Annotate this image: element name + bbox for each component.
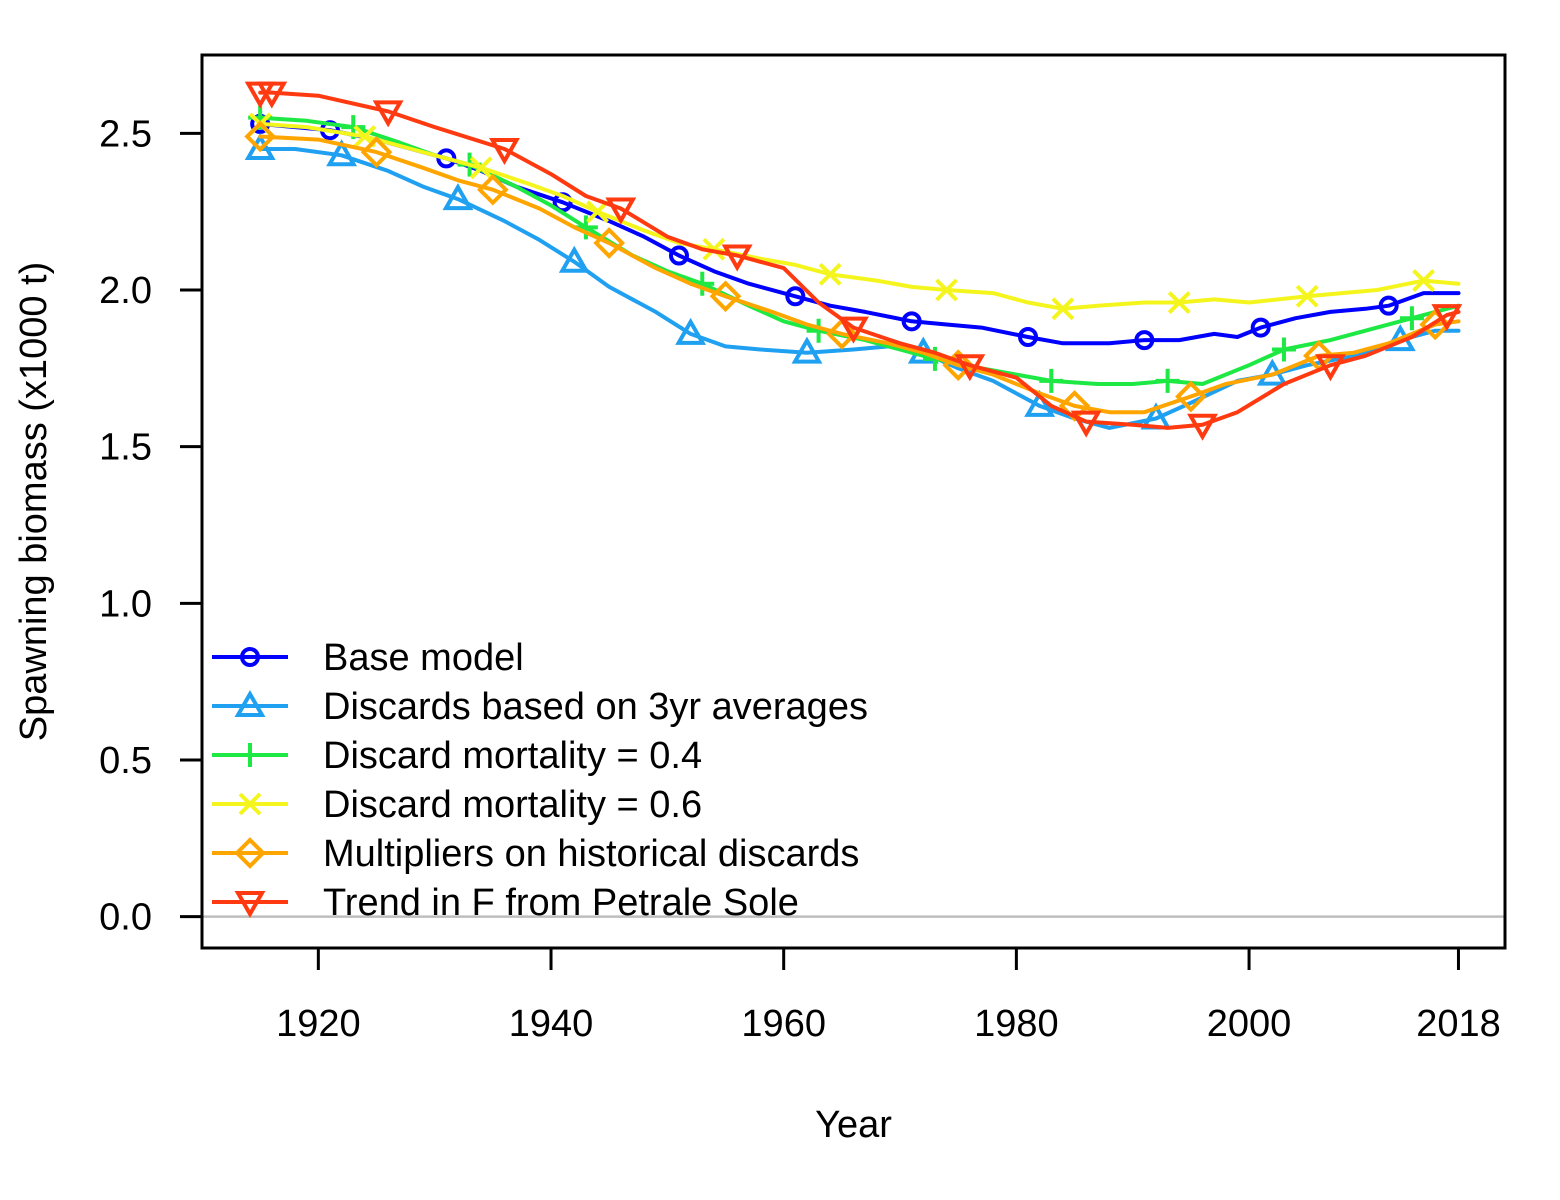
- series-point-x-icon: [935, 278, 958, 302]
- series-point-circle-icon: [436, 148, 457, 169]
- series-point-triangle-up-icon: [791, 336, 823, 364]
- series-point-x-icon: [586, 200, 609, 224]
- series-point-circle-icon: [901, 311, 922, 332]
- y-axis-title: Spawning biomass (x1000 t): [13, 262, 55, 741]
- legend-label: Trend in F from Petrale Sole: [323, 882, 799, 924]
- series-point-triangle-down-icon: [1431, 304, 1463, 332]
- series-point-triangle-down-icon: [721, 244, 753, 272]
- y-tick-label: 2.0: [99, 270, 152, 312]
- legend-label: Base model: [323, 637, 524, 679]
- series-point-triangle-down-icon: [1187, 413, 1218, 441]
- series-point-plus-icon: [1399, 306, 1424, 331]
- series-point-diamond-icon: [593, 227, 626, 259]
- legend-plus-icon: [238, 743, 262, 767]
- y-axis: 0.0 0.5 1.0 1.5 2.0 2.5: [99, 113, 204, 939]
- x-tick-label: 2000: [1207, 1003, 1292, 1045]
- series-point-triangle-up-icon: [326, 139, 358, 167]
- series-4: [248, 112, 1461, 321]
- series-point-diamond-icon: [244, 120, 276, 153]
- series-6: [244, 81, 1463, 441]
- series-point-diamond-icon: [1058, 390, 1091, 422]
- series-point-circle-icon: [1250, 317, 1271, 338]
- y-tick-label: 1.5: [99, 427, 152, 469]
- series-point-triangle-down-icon: [1070, 410, 1102, 438]
- legend-item: Discard mortality = 0.4: [212, 735, 702, 777]
- series-point-triangle-down-icon: [605, 197, 637, 225]
- series-point-triangle-down-icon: [256, 81, 288, 109]
- x-tick-label: 1940: [509, 1003, 594, 1045]
- x-tick-label: 1980: [974, 1003, 1059, 1045]
- series-point-triangle-down-icon: [838, 316, 869, 344]
- series-point-triangle-up-icon: [1024, 389, 1056, 417]
- series-point-diamond-icon: [477, 173, 509, 206]
- series-point-triangle-up-icon: [558, 245, 590, 273]
- y-tick-label: 1.0: [99, 583, 152, 625]
- series-line: [258, 134, 1461, 415]
- series-point-triangle-up-icon: [442, 183, 474, 211]
- series-point-diamond-icon: [360, 136, 393, 168]
- series-point-triangle-up-icon: [244, 132, 276, 160]
- series-layer: [244, 81, 1463, 441]
- series-point-plus-icon: [1271, 337, 1296, 362]
- series-point-x-icon: [469, 156, 493, 180]
- legend-label: Multipliers on historical discards: [323, 833, 859, 875]
- series-point-triangle-down-icon: [1315, 354, 1346, 382]
- y-tick-label: 0.0: [99, 897, 152, 939]
- series-point-x-icon: [818, 262, 842, 286]
- series-point-plus-icon: [1039, 368, 1064, 393]
- legend-triangle-up-icon: [234, 689, 266, 717]
- legend-item: Trend in F from Petrale Sole: [212, 882, 799, 924]
- legend-label: Discard mortality = 0.6: [323, 784, 702, 826]
- x-tick-label: 1960: [741, 1003, 826, 1045]
- series-point-x-icon: [1412, 269, 1435, 293]
- series-point-triangle-up-icon: [675, 317, 707, 345]
- series-point-x-icon: [1167, 291, 1191, 314]
- y-tick-label: 2.5: [99, 113, 152, 155]
- legend-label: Discards based on 3yr averages: [323, 686, 868, 728]
- legend-x-icon: [238, 792, 262, 816]
- y-tick-label: 0.5: [99, 740, 152, 782]
- legend-label: Discard mortality = 0.4: [323, 735, 702, 777]
- series-point-circle-icon: [785, 286, 806, 307]
- legend-triangle-down-icon: [234, 891, 266, 919]
- legend-item: Multipliers on historical discards: [212, 833, 859, 875]
- series-point-triangle-down-icon: [489, 138, 520, 166]
- series-point-plus-icon: [1155, 368, 1180, 393]
- legend-item: Discards based on 3yr averages: [212, 686, 868, 728]
- series-point-circle-icon: [668, 245, 689, 266]
- series-point-diamond-icon: [709, 280, 742, 313]
- legend-item: Base model: [212, 637, 524, 679]
- legend-circle-icon: [240, 647, 260, 667]
- series-point-triangle-down-icon: [954, 354, 986, 382]
- series-point-diamond-icon: [826, 318, 858, 350]
- legend-item: Discard mortality = 0.6: [212, 784, 702, 826]
- series-point-diamond-icon: [1175, 380, 1207, 413]
- x-tick-label: 1920: [276, 1003, 361, 1045]
- x-axis-title: Year: [815, 1104, 892, 1146]
- series-point-diamond-icon: [942, 349, 975, 382]
- legend-diamond-icon: [234, 837, 266, 869]
- series-point-x-icon: [1051, 297, 1075, 321]
- series-point-x-icon: [1295, 284, 1319, 308]
- legend: Base model Discards based on 3yr averages…: [212, 637, 868, 924]
- series-point-circle-icon: [1378, 295, 1399, 316]
- series-point-circle-icon: [1018, 327, 1039, 347]
- x-tick-label: 2018: [1416, 1003, 1501, 1045]
- x-axis: 1920 1940 1960 1980 2000 2018: [276, 946, 1501, 1045]
- series-point-circle-icon: [1134, 330, 1155, 351]
- series-point-x-icon: [702, 237, 726, 261]
- series-line: [258, 90, 1461, 430]
- series-point-triangle-down-icon: [372, 100, 404, 128]
